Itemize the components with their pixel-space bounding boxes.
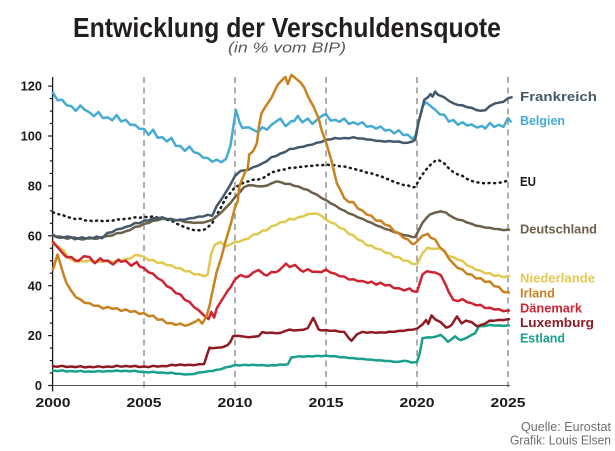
svg-text:2015: 2015 (309, 395, 344, 410)
svg-text:2005: 2005 (127, 395, 162, 410)
svg-text:2010: 2010 (218, 395, 253, 410)
svg-text:Estland: Estland (520, 331, 565, 346)
svg-text:Quelle: Eurostat: Quelle: Eurostat (521, 419, 611, 434)
svg-text:100: 100 (21, 129, 42, 144)
svg-text:Entwicklung der Verschuldensqu: Entwicklung der Verschuldensquote (73, 12, 501, 43)
svg-text:2000: 2000 (36, 395, 71, 410)
svg-text:2020: 2020 (400, 395, 435, 410)
svg-text:80: 80 (28, 179, 42, 194)
svg-text:Niederlande: Niederlande (520, 271, 595, 286)
svg-text:Luxemburg: Luxemburg (520, 315, 594, 330)
svg-text:EU: EU (520, 174, 536, 189)
svg-text:(in % vom BIP): (in % vom BIP) (228, 40, 346, 57)
svg-text:60: 60 (28, 228, 42, 243)
svg-text:Deutschland: Deutschland (520, 222, 597, 237)
svg-text:Belgien: Belgien (520, 113, 565, 128)
svg-text:2025: 2025 (491, 395, 526, 410)
svg-text:20: 20 (28, 328, 42, 343)
svg-text:Frankreich: Frankreich (520, 89, 597, 104)
svg-text:40: 40 (28, 278, 42, 293)
svg-text:Dänemark: Dänemark (520, 301, 583, 316)
svg-text:120: 120 (21, 79, 42, 94)
svg-text:Grafik: Louis Elsen: Grafik: Louis Elsen (510, 433, 611, 448)
svg-text:0: 0 (35, 378, 42, 393)
svg-text:Irland: Irland (520, 286, 555, 301)
